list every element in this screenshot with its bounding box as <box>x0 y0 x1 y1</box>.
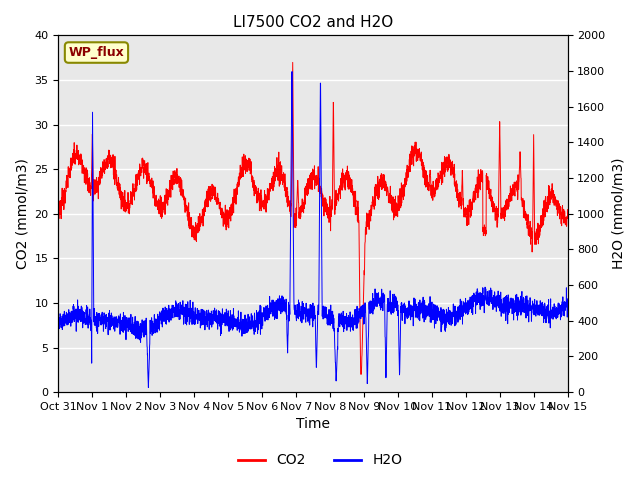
Y-axis label: H2O (mmol/m3): H2O (mmol/m3) <box>611 158 625 269</box>
Title: LI7500 CO2 and H2O: LI7500 CO2 and H2O <box>233 15 393 30</box>
X-axis label: Time: Time <box>296 418 330 432</box>
Legend: CO2, H2O: CO2, H2O <box>232 448 408 473</box>
Y-axis label: CO2 (mmol/m3): CO2 (mmol/m3) <box>15 158 29 269</box>
Text: WP_flux: WP_flux <box>68 46 124 59</box>
